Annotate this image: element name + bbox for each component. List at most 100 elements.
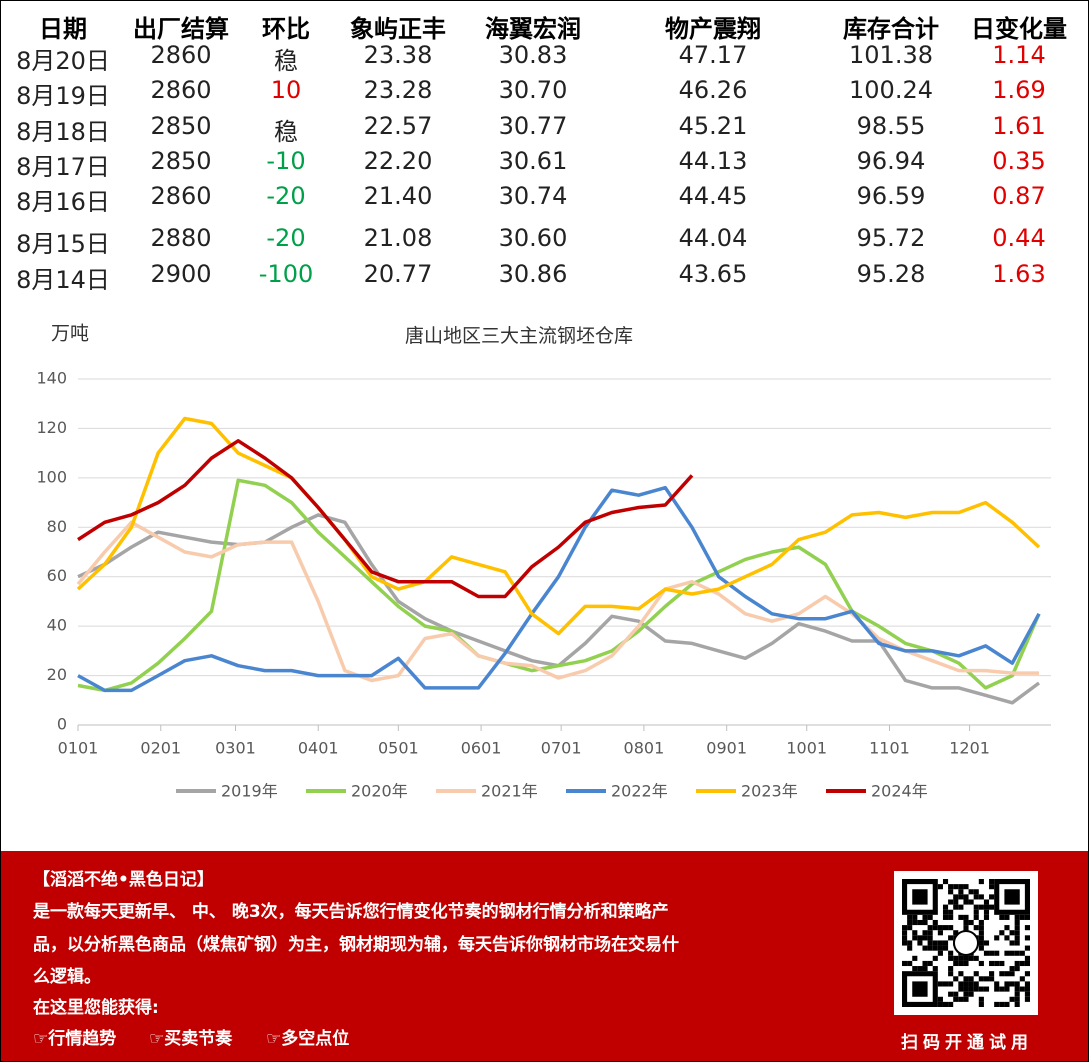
qr-module [978, 935, 984, 941]
qr-module [922, 919, 928, 926]
qr-module [927, 925, 933, 931]
qr-module [999, 960, 1005, 967]
table-cell: 2860 [150, 41, 212, 69]
qr-module [932, 945, 938, 951]
qr-module [907, 940, 913, 946]
y-tick-label: 140 [36, 369, 67, 388]
y-tick-label: 40 [47, 616, 67, 635]
table-cell: 95.28 [856, 260, 926, 288]
qr-module [927, 914, 933, 920]
qr-module [932, 940, 938, 946]
qr-module [942, 981, 949, 987]
qr-module [1014, 919, 1020, 926]
qr-module [958, 971, 964, 977]
table-cell: 8月16日 [16, 188, 110, 216]
banner-line: 品，以分析黑色商品（煤焦矿钢）为主，钢材期现为辅，每天告诉你钢材市场在交易什 [33, 935, 679, 955]
qr-module [1019, 986, 1025, 992]
table-cell: 2900 [150, 260, 212, 288]
table-cell: 96.94 [856, 147, 926, 175]
qr-module [1024, 960, 1030, 967]
qr-module [994, 935, 1000, 941]
table-cell: 2850 [150, 147, 212, 175]
qr-module [963, 996, 969, 1002]
qr-module [999, 986, 1005, 992]
qr-module [902, 935, 908, 941]
qr-module [999, 1001, 1005, 1007]
qr-module [973, 925, 979, 931]
qr-module [948, 950, 954, 956]
qr-module [958, 960, 964, 967]
qr-module [1024, 935, 1030, 941]
y-axis-label: 万吨 [51, 323, 89, 345]
table-cell: 8月18日 [16, 118, 110, 146]
x-tick-label: 0801 [624, 739, 665, 758]
legend-label: 2019年 [221, 782, 278, 801]
qr-module [1019, 950, 1025, 956]
qr-module [917, 966, 923, 972]
table-header: 日变化量 [971, 15, 1067, 43]
table-cell: 46.26 [678, 76, 748, 104]
qr-finder [912, 981, 928, 997]
qr-module [973, 889, 979, 895]
qr-module [978, 976, 984, 982]
table-header: 海翼宏润 [485, 15, 581, 43]
qr-module [1009, 996, 1015, 1002]
qr-module [1014, 950, 1020, 956]
qr-module [937, 950, 943, 956]
qr-module [937, 925, 943, 931]
qr-module [937, 1001, 943, 1007]
qr-module [953, 904, 959, 910]
qr-finder [912, 889, 928, 905]
qr-module [978, 919, 984, 926]
table-cell: 0.87 [992, 182, 1046, 210]
table-cell: 20.77 [363, 260, 433, 288]
table-cell: 8月15日 [16, 230, 110, 258]
qr-module [999, 930, 1005, 936]
table-cell: 101.38 [849, 41, 933, 69]
x-tick-label: 0101 [58, 739, 99, 758]
qr-module [978, 1001, 984, 1007]
qr-module [932, 919, 938, 926]
qr-module [942, 914, 949, 920]
table-cell: -20 [266, 224, 306, 252]
banner-item: ☞买卖节奏 [149, 1029, 233, 1049]
qr-module [973, 955, 979, 961]
qr-module [1004, 971, 1010, 977]
qr-module [953, 894, 959, 900]
series-line [76, 416, 1041, 636]
qr-module [942, 909, 949, 915]
qr-module [948, 966, 954, 972]
qr-module [1014, 930, 1020, 936]
qr-module [1004, 935, 1010, 941]
qr-module [978, 996, 984, 1002]
table-header: 库存合计 [843, 15, 939, 43]
qr-module [948, 884, 954, 890]
qr-module [932, 925, 938, 931]
table-cell: 43.65 [678, 260, 748, 288]
qr-module [983, 950, 990, 956]
qr-module [978, 904, 984, 910]
qr-caption: 扫码开通试用 [901, 1033, 1033, 1053]
qr-module [922, 935, 928, 941]
x-tick-label: 1201 [949, 739, 990, 758]
qr-module [973, 981, 979, 987]
qr-module [927, 940, 933, 946]
qr-module [1019, 960, 1025, 967]
qr-module [1014, 966, 1020, 972]
x-tick-label: 0901 [706, 739, 747, 758]
table-cell: 8月19日 [16, 82, 110, 110]
series-line [77, 485, 1041, 693]
qr-module [922, 930, 928, 936]
qr-module [907, 925, 913, 931]
qr-module [958, 889, 964, 895]
qr-module [1024, 955, 1030, 961]
table-cell: 1.69 [992, 76, 1046, 104]
table-cell: 95.72 [856, 224, 926, 252]
table-cell: 2880 [150, 224, 212, 252]
qr-module [963, 960, 969, 967]
qr-module [983, 904, 990, 910]
qr-module [1014, 960, 1020, 967]
table-cell: 2860 [150, 76, 212, 104]
qr-module [907, 960, 913, 967]
x-tick-label: 1101 [869, 739, 910, 758]
